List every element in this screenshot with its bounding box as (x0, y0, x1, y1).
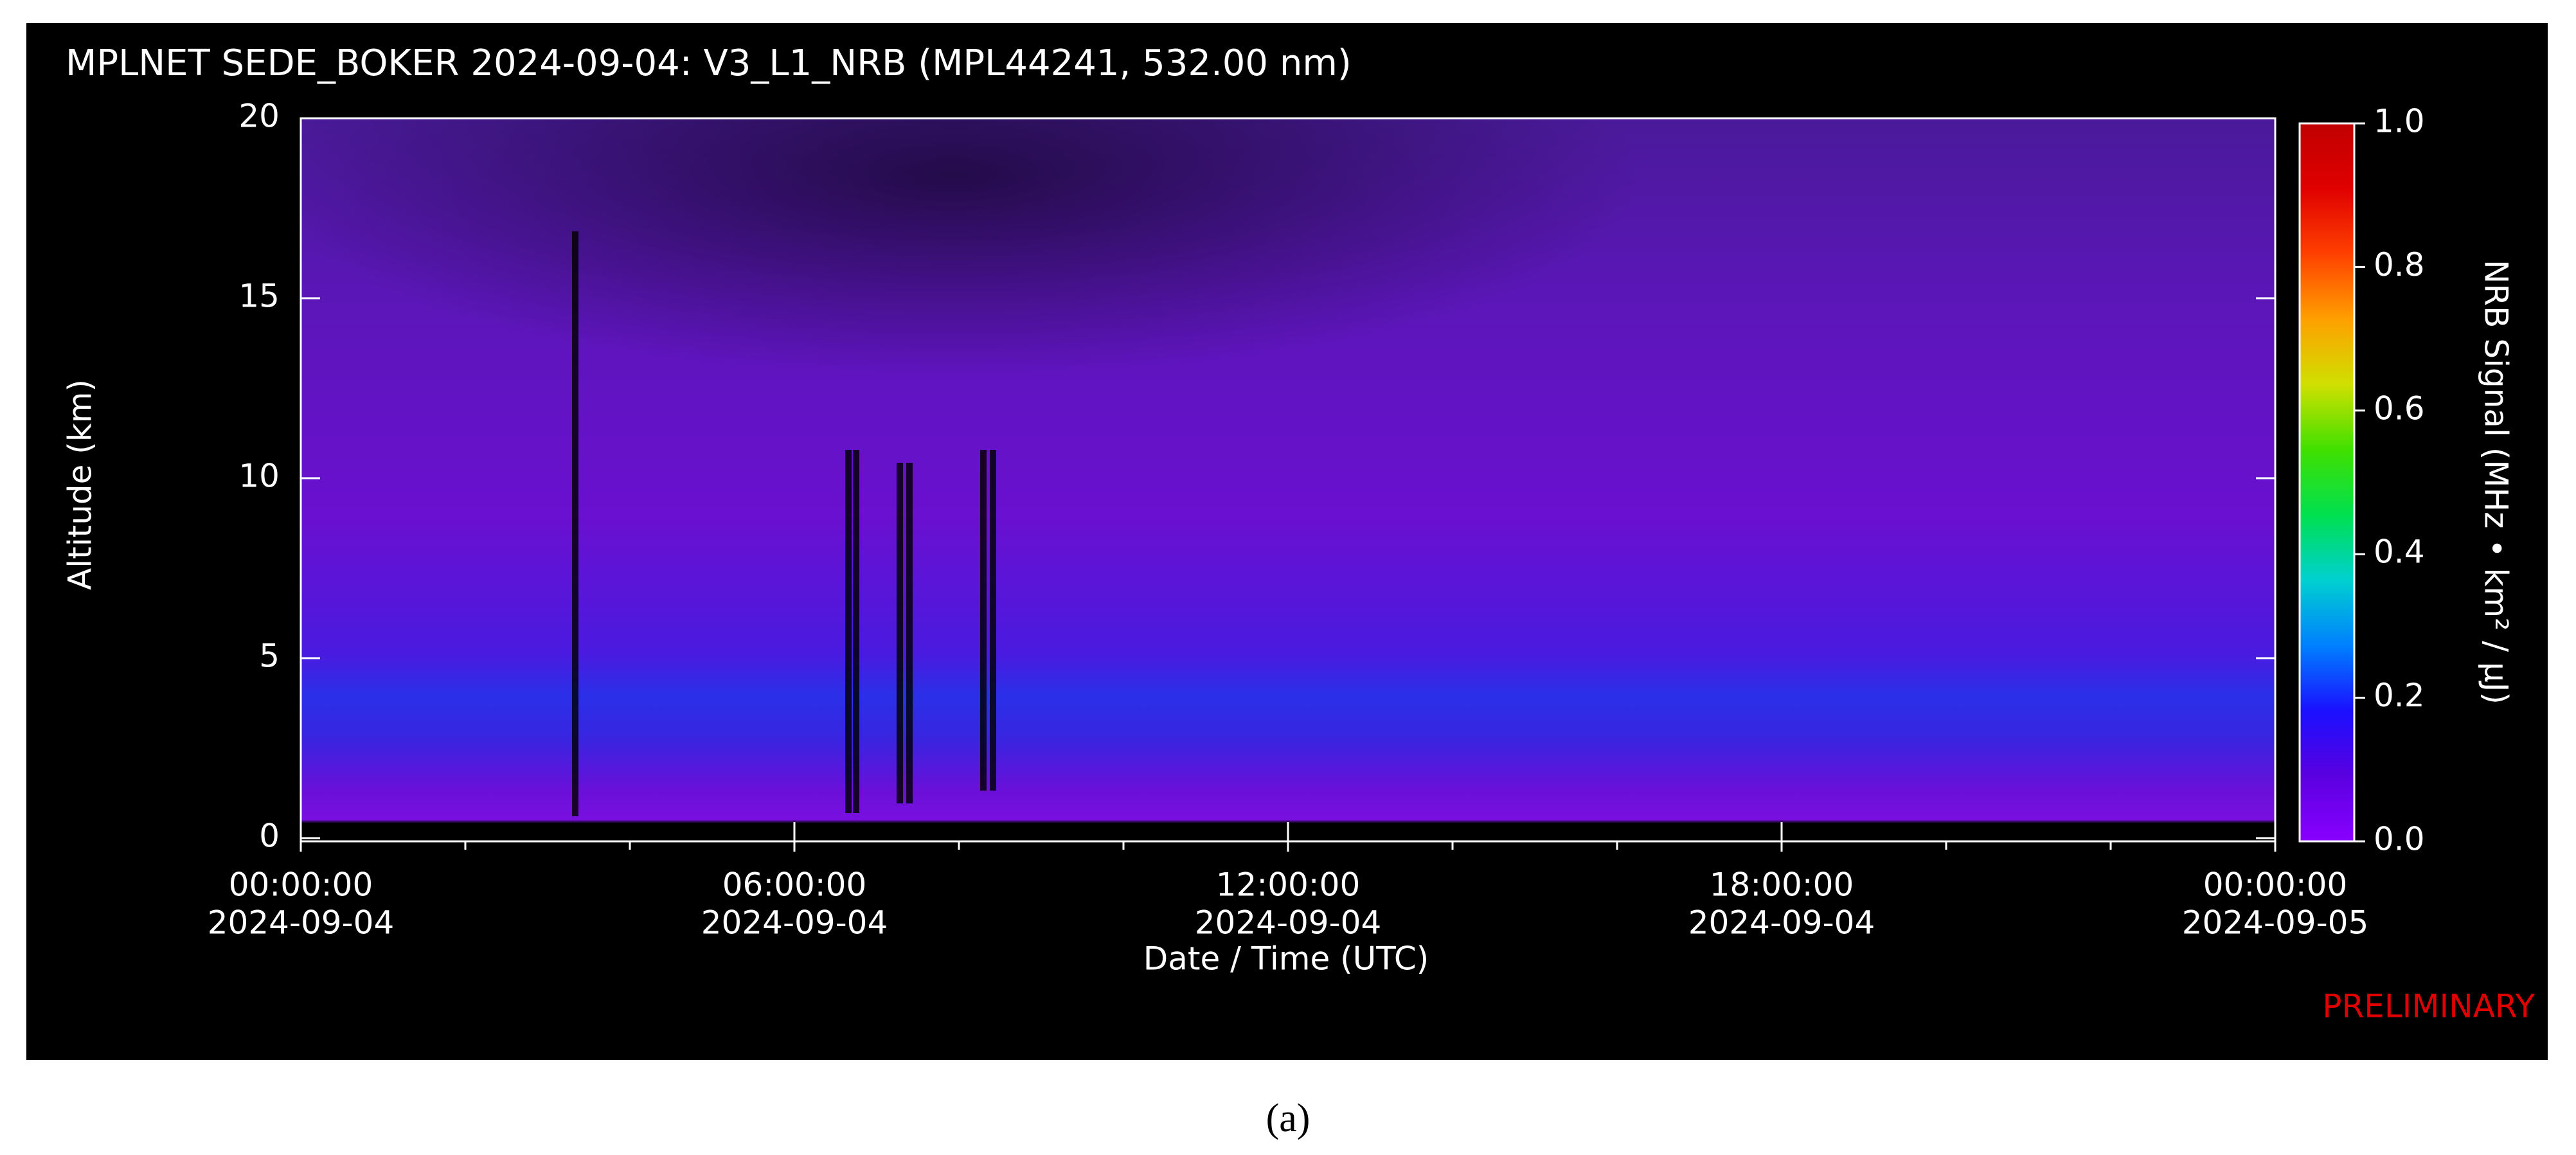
heatmap-streaks (572, 231, 996, 816)
y-tick-label: 20 (238, 98, 280, 135)
y-tick-label: 15 (238, 278, 280, 315)
colorbar-label: NRB Signal (MHz • km² / μJ) (2478, 260, 2515, 704)
colorbar-tick-label: 0.0 (2374, 821, 2425, 858)
x-tick-label: 18:00:00 (1710, 866, 1854, 904)
x-tick-label: 00:00:00 (229, 866, 373, 904)
x-tick-date: 2024-09-04 (1688, 904, 1875, 942)
x-tick-date: 2024-09-05 (2182, 904, 2369, 942)
y-tick-label: 10 (238, 458, 280, 495)
colorbar (2298, 122, 2356, 843)
colorbar-tick-label: 0.6 (2374, 389, 2425, 427)
colorbar-tick-label: 0.8 (2374, 246, 2425, 283)
y-axis-label: Altitude (km) (62, 379, 99, 590)
x-tick-label: 00:00:00 (2203, 866, 2348, 904)
x-axis-label: Date / Time (UTC) (1143, 940, 1429, 978)
preliminary-note: PRELIMINARY (2322, 988, 2535, 1025)
chart-title: MPLNET SEDE_BOKER 2024-09-04: V3_L1_NRB … (66, 42, 1352, 84)
colorbar-tick-label: 1.0 (2374, 103, 2425, 140)
y-tick-label: 5 (259, 638, 280, 675)
x-tick-date: 2024-09-04 (208, 904, 395, 942)
heatmap-noise (301, 118, 2275, 697)
colorbar-tick-label: 0.4 (2374, 533, 2425, 571)
caption: (a) (1266, 1097, 1310, 1140)
x-tick-date: 2024-09-04 (701, 904, 888, 942)
x-tick-date: 2024-09-04 (1195, 904, 1382, 942)
colorbar-tick-label: 0.2 (2374, 677, 2425, 714)
x-tick-label: 06:00:00 (722, 866, 867, 904)
y-tick-label: 0 (259, 818, 280, 855)
x-tick-label: 12:00:00 (1216, 866, 1361, 904)
